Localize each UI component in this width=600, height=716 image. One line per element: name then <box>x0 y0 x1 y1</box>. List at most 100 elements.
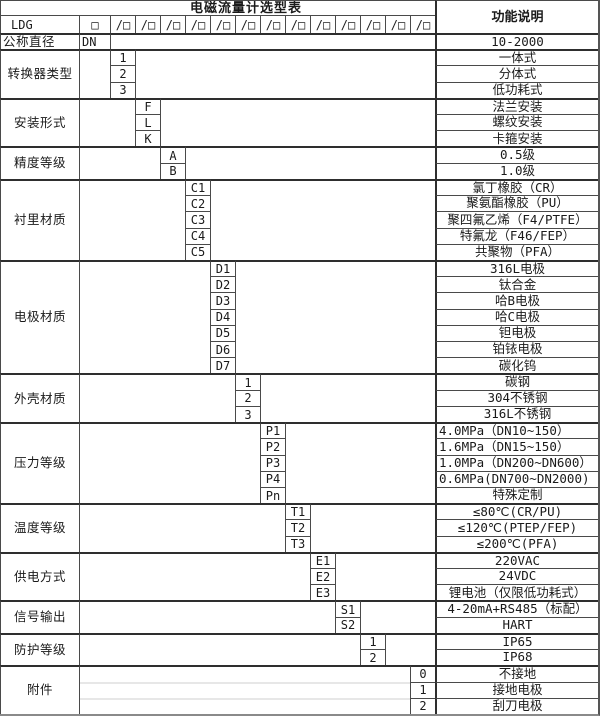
option-desc: 特氟龙（F46/FEP） <box>435 227 598 244</box>
spacer <box>110 33 435 50</box>
group-label: 外壳材质 <box>0 373 79 423</box>
option-desc: ≤120℃(PTEP/FEP) <box>435 519 598 536</box>
group-label: 防护等级 <box>0 632 79 666</box>
option-code: D7 <box>210 357 235 374</box>
group-label: 供电方式 <box>0 551 79 601</box>
option-desc: IP68 <box>435 649 598 666</box>
option-desc: 螺纹安装 <box>435 114 598 131</box>
spacer <box>185 146 435 179</box>
option-desc: IP65 <box>435 632 598 650</box>
option-code: 0 <box>410 665 435 682</box>
option-code: P1 <box>260 422 285 439</box>
option-desc: ≤80℃(CR/PU) <box>435 503 598 520</box>
function-desc-header: 功能说明 <box>435 0 598 33</box>
option-code: T2 <box>285 519 310 536</box>
option-code: T3 <box>285 535 310 552</box>
model-slot-box: /□ <box>135 15 160 33</box>
spacer <box>79 422 260 504</box>
option-code: D4 <box>210 308 235 325</box>
spacer <box>285 422 435 504</box>
model-slot-box: /□ <box>235 15 260 33</box>
model-slot-box: /□ <box>185 15 210 33</box>
option-code: T1 <box>285 503 310 520</box>
model-slot-box: /□ <box>285 15 310 33</box>
model-prefix: LDG <box>0 15 79 33</box>
option-code: D5 <box>210 324 235 342</box>
diameter-label: 公称直径 <box>0 33 79 50</box>
option-code: K <box>135 130 160 147</box>
diameter-desc: 10-2000 <box>435 33 598 50</box>
spacer <box>79 632 360 666</box>
group-label: 电极材质 <box>0 259 79 374</box>
model-slot-box: /□ <box>360 15 385 33</box>
option-code: 3 <box>110 81 135 98</box>
option-desc: 4.0MPa（DN10~150） <box>435 422 598 439</box>
option-code: 2 <box>110 65 135 82</box>
option-code: C5 <box>185 243 210 260</box>
spacer <box>160 97 435 147</box>
option-desc: ≤200℃(PFA) <box>435 535 598 552</box>
spacer <box>79 600 335 633</box>
group-label: 安装形式 <box>0 97 79 147</box>
model-slot-box: /□ <box>310 15 335 33</box>
group-label: 压力等级 <box>0 422 79 504</box>
option-code: C4 <box>185 227 210 244</box>
spacer <box>79 551 310 601</box>
option-code: D3 <box>210 292 235 309</box>
option-desc: 1.0MPa（DN200~DN600） <box>435 454 598 471</box>
option-desc: 24VDC <box>435 568 598 585</box>
group-label: 转换器类型 <box>0 49 79 98</box>
option-desc: 1.6MPa（DN15~150） <box>435 438 598 455</box>
option-desc: 接地电极 <box>435 681 598 698</box>
option-code: 1 <box>235 373 260 390</box>
option-code: S2 <box>335 616 360 633</box>
table-title: 电磁流量计选型表 <box>0 0 435 15</box>
option-code: P3 <box>260 454 285 471</box>
spacer <box>260 373 435 423</box>
spacer <box>79 503 285 552</box>
option-code: Pn <box>260 486 285 504</box>
option-desc: 220VAC <box>435 551 598 569</box>
model-slot-box: /□ <box>210 15 235 33</box>
option-desc: 碳化钨 <box>435 357 598 374</box>
option-desc: 卡箍安装 <box>435 130 598 147</box>
spacer <box>210 178 435 260</box>
option-code: D6 <box>210 341 235 358</box>
option-code: B <box>160 162 185 179</box>
option-code: S1 <box>335 600 360 617</box>
option-code: C2 <box>185 195 210 212</box>
option-desc: HART <box>435 616 598 633</box>
option-desc: 锂电池（仅限低功耗式） <box>435 584 598 601</box>
option-code: C3 <box>185 211 210 228</box>
option-desc: 铂铱电极 <box>435 341 598 358</box>
spacer <box>79 49 110 98</box>
option-desc: 304不锈钢 <box>435 389 598 406</box>
option-desc: 钽电极 <box>435 324 598 342</box>
option-desc: 聚氨酯橡胶（PU） <box>435 195 598 212</box>
diameter-code: DN <box>79 33 110 50</box>
option-desc: 316L电极 <box>435 259 598 277</box>
group-label: 信号输出 <box>0 600 79 633</box>
option-desc: 刮刀电极 <box>435 697 598 714</box>
option-code: 2 <box>410 697 435 714</box>
option-desc: 特殊定制 <box>435 486 598 504</box>
option-code: 1 <box>110 49 135 66</box>
option-desc: 共聚物（PFA） <box>435 243 598 260</box>
option-desc: 低功耗式 <box>435 81 598 98</box>
option-code: P4 <box>260 470 285 487</box>
spacer <box>235 259 435 374</box>
group-label: 精度等级 <box>0 146 79 179</box>
spacer <box>79 373 235 423</box>
model-first-box: □ <box>79 15 110 33</box>
option-code: E2 <box>310 568 335 585</box>
model-slot-box: /□ <box>110 15 135 33</box>
option-desc: 哈B电极 <box>435 292 598 309</box>
option-code: A <box>160 146 185 163</box>
option-desc: 分体式 <box>435 65 598 82</box>
spacer <box>79 146 160 179</box>
option-desc: 钛合金 <box>435 276 598 293</box>
option-code: E3 <box>310 584 335 601</box>
group-label: 温度等级 <box>0 503 79 552</box>
option-code: D2 <box>210 276 235 293</box>
